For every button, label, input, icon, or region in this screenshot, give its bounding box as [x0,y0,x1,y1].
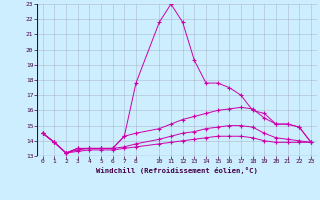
X-axis label: Windchill (Refroidissement éolien,°C): Windchill (Refroidissement éolien,°C) [96,167,258,174]
